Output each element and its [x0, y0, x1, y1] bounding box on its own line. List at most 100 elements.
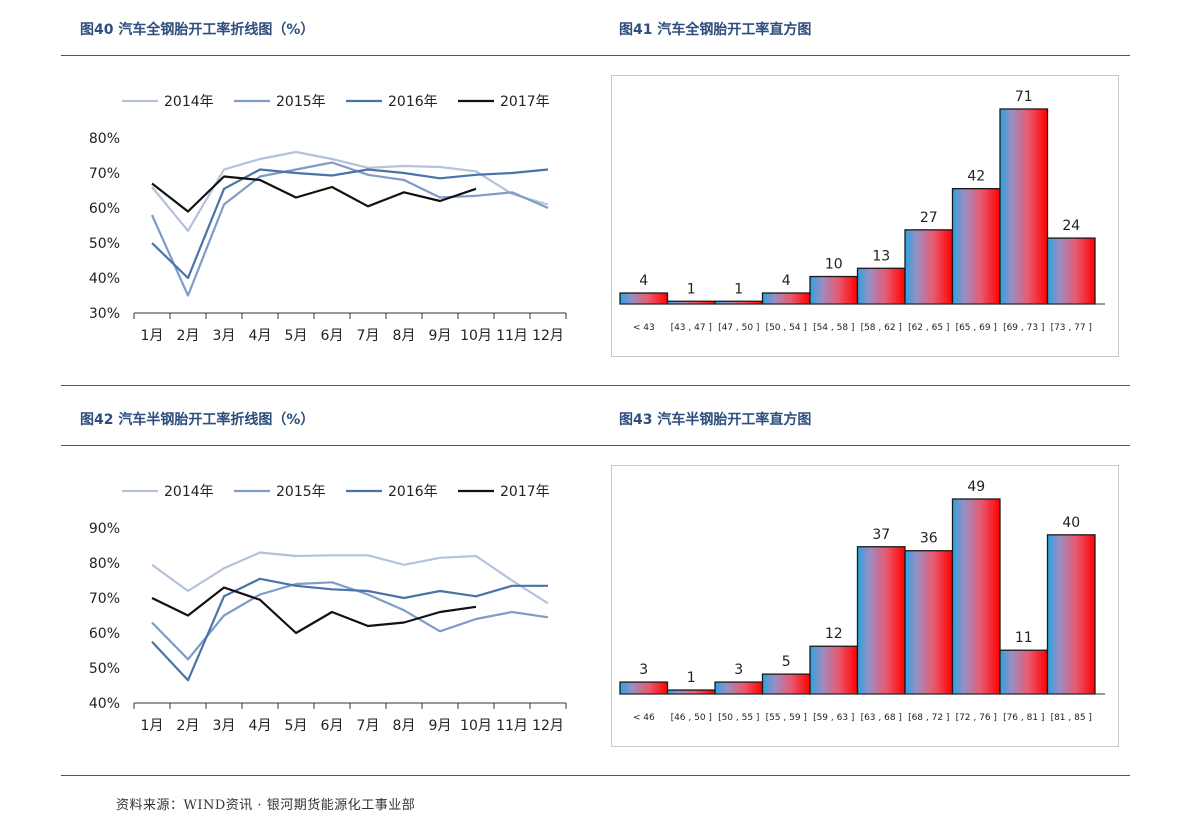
bin-label: [62 , 65 ] — [908, 323, 949, 333]
series-line-2017年 — [151, 586, 477, 635]
bar-value-label: 36 — [920, 531, 938, 547]
middle-rule — [61, 385, 1130, 386]
histogram-bar — [999, 649, 1049, 695]
series-line-2016年 — [151, 168, 549, 280]
y-tick-label: 30% — [89, 306, 120, 322]
x-tick-label: 12月 — [532, 718, 564, 734]
bar-value-label: 49 — [967, 479, 985, 495]
legend-label: 2017年 — [500, 484, 550, 500]
series-line-2017年 — [151, 175, 477, 213]
histogram-bar — [951, 498, 1001, 695]
histogram-bar — [1046, 534, 1096, 695]
bin-label: [76 , 81 ] — [1003, 713, 1044, 723]
histogram-bar — [714, 681, 764, 695]
bar-value-label: 13 — [872, 248, 890, 264]
fig43-title: 图43 汽车半钢胎开工率直方图 — [619, 412, 812, 428]
x-tick-label: 5月 — [285, 718, 308, 734]
x-tick-label: 8月 — [393, 328, 416, 344]
bin-label: [55 , 59 ] — [766, 713, 807, 723]
bin-label: [50 , 55 ] — [718, 713, 759, 723]
x-tick-label: 7月 — [357, 328, 380, 344]
top-rule — [61, 55, 1130, 56]
x-tick-label: 7月 — [357, 718, 380, 734]
series-line-2016年 — [151, 577, 548, 682]
fig41-title: 图41 汽车全钢胎开工率直方图 — [619, 22, 812, 38]
histogram-bar — [619, 681, 669, 695]
legend-label: 2017年 — [500, 94, 550, 110]
bar-value-label: 11 — [1015, 630, 1033, 646]
y-tick-label: 40% — [89, 271, 120, 287]
bin-label: < 43 — [633, 323, 655, 333]
x-tick-label: 2月 — [177, 328, 200, 344]
bin-label: [54 , 58 ] — [813, 323, 854, 333]
fig42-title: 图42 汽车半钢胎开工率折线图（%） — [80, 412, 315, 428]
bar-value-label: 71 — [1015, 89, 1033, 105]
bin-label: [68 , 72 ] — [908, 713, 949, 723]
series-line-2015年 — [150, 161, 549, 297]
x-tick-label: 3月 — [213, 718, 236, 734]
histogram-bar — [666, 689, 716, 695]
legend-label: 2016年 — [388, 94, 438, 110]
legend-label: 2015年 — [276, 484, 326, 500]
y-tick-label: 50% — [89, 236, 120, 252]
y-tick-label: 40% — [89, 696, 120, 712]
bin-label: [59 , 63 ] — [813, 713, 854, 723]
bin-label: [65 , 69 ] — [956, 323, 997, 333]
histogram-bar — [856, 267, 906, 305]
y-tick-label: 60% — [89, 201, 120, 217]
histogram-frame-semi-steel — [611, 465, 1119, 747]
bin-label: [46 , 50 ] — [671, 713, 712, 723]
x-tick-label: 10月 — [460, 718, 492, 734]
bin-label: [47 , 50 ] — [718, 323, 759, 333]
x-tick-label: 6月 — [321, 328, 344, 344]
bar-value-label: 12 — [825, 626, 843, 642]
bar-value-label: 4 — [782, 273, 791, 289]
y-tick-label: 70% — [89, 591, 120, 607]
series-line-2015年 — [151, 581, 549, 661]
bin-label: [81 , 85 ] — [1051, 713, 1092, 723]
x-tick-label: 2月 — [177, 718, 200, 734]
x-tick-label: 11月 — [496, 328, 528, 344]
x-tick-label: 4月 — [249, 718, 272, 734]
y-tick-label: 60% — [89, 626, 120, 642]
bar-value-label: 37 — [872, 527, 890, 543]
histogram-bar — [1046, 237, 1096, 305]
histogram-bar — [999, 108, 1049, 305]
x-tick-label: 8月 — [393, 718, 416, 734]
bar-value-label: 3 — [734, 662, 743, 678]
legend-label: 2015年 — [276, 94, 326, 110]
x-tick-label: 4月 — [249, 328, 272, 344]
x-tick-label: 12月 — [532, 328, 564, 344]
bar-value-label: 27 — [920, 210, 938, 226]
y-tick-label: 50% — [89, 661, 120, 677]
bin-label: [63 , 68 ] — [861, 713, 902, 723]
bar-value-label: 3 — [639, 662, 648, 678]
bar-value-label: 1 — [734, 281, 743, 297]
legend-label: 2016年 — [388, 484, 438, 500]
x-tick-label: 11月 — [496, 718, 528, 734]
bin-label: < 46 — [633, 713, 655, 723]
histogram-bar — [809, 275, 859, 305]
legend-label: 2014年 — [164, 484, 214, 500]
y-tick-label: 90% — [89, 521, 120, 537]
histogram-bar — [856, 546, 906, 695]
y-tick-label: 70% — [89, 166, 120, 182]
series-line-2014年 — [151, 551, 549, 605]
bottom-rule — [61, 775, 1130, 776]
fig40-title: 图40 汽车全钢胎开工率折线图（%） — [80, 22, 315, 38]
bin-label: [58 , 62 ] — [861, 323, 902, 333]
x-tick-label: 1月 — [141, 718, 164, 734]
histogram-bar — [809, 645, 859, 695]
bin-label: [72 , 76 ] — [956, 713, 997, 723]
bar-value-label: 24 — [1062, 218, 1080, 234]
bin-label: [69 , 73 ] — [1003, 323, 1044, 333]
x-tick-label: 9月 — [429, 718, 452, 734]
bar-value-label: 10 — [825, 257, 843, 273]
x-tick-label: 6月 — [321, 718, 344, 734]
histogram-bar — [951, 187, 1001, 305]
source-note: 资料来源：WIND资讯 · 银河期货能源化工事业部 — [116, 798, 416, 813]
bar-value-label: 5 — [782, 654, 791, 670]
histogram-bar — [904, 229, 954, 305]
x-tick-label: 5月 — [285, 328, 308, 344]
y-tick-label: 80% — [89, 556, 120, 572]
